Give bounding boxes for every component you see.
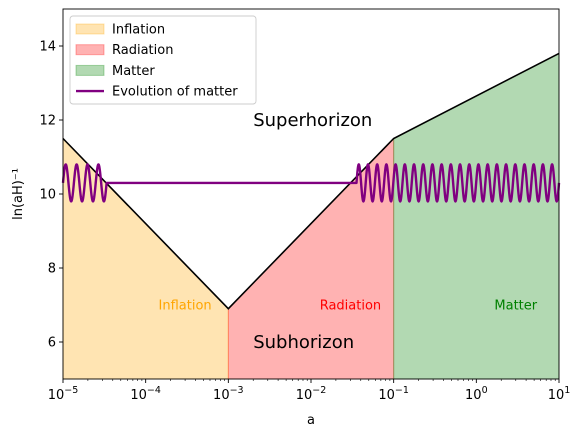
legend: Inflation Radiation Matter Evolution of mat… [69, 15, 257, 105]
series-layer [61, 163, 561, 203]
series-evolution-of-matter [61, 163, 561, 203]
region-matter [393, 52, 560, 380]
x-tick-label: 10−4 [130, 385, 161, 403]
x-tick-label: 10−5 [48, 385, 79, 403]
x-tick-label: 10−2 [296, 385, 327, 403]
y-tick-label: 8 [48, 262, 56, 277]
legend-swatch-inflation [75, 23, 105, 35]
legend-swatch-radiation [75, 44, 105, 56]
annotation-subhorizon: Subhorizon [253, 332, 354, 353]
legend-label-matter: Matter [112, 64, 155, 79]
x-tick-label: 100 [465, 385, 488, 403]
legend-swatch-matter [75, 64, 105, 76]
x-tick-label: 10−3 [213, 385, 244, 403]
region-label-layer: Inflation Radiation Matter [159, 299, 538, 314]
x-tick-label: 10−1 [378, 385, 409, 403]
y-tick-label: 12 [39, 114, 56, 129]
x-tick-label: 101 [548, 385, 571, 403]
x-axis-ticks: 10−5 10−4 10−3 10−2 10−1 100 101 [48, 379, 571, 403]
annotation-layer: Superhorizon Subhorizon [253, 110, 372, 353]
y-axis-ticks: 6 8 10 12 14 [39, 40, 63, 351]
legend-label-inflation: Inflation [112, 23, 165, 38]
legend-frame [69, 15, 257, 105]
region-label-radiation: Radiation [320, 299, 381, 314]
legend-label-radiation: Radiation [112, 43, 173, 58]
y-tick-label: 6 [48, 336, 56, 351]
horizon-boundary-line [62, 52, 560, 310]
x-axis-label: a [307, 413, 315, 428]
region-label-matter: Matter [494, 299, 537, 314]
annotation-superhorizon: Superhorizon [253, 110, 372, 131]
y-tick-label: 14 [39, 40, 56, 55]
y-axis-label: ln(aH)⁻¹ [11, 168, 26, 220]
y-tick-label: 10 [39, 188, 56, 203]
region-label-inflation: Inflation [159, 299, 212, 314]
region-inflation [62, 137, 229, 380]
legend-label-evolution-of-matter: Evolution of matter [112, 85, 238, 100]
